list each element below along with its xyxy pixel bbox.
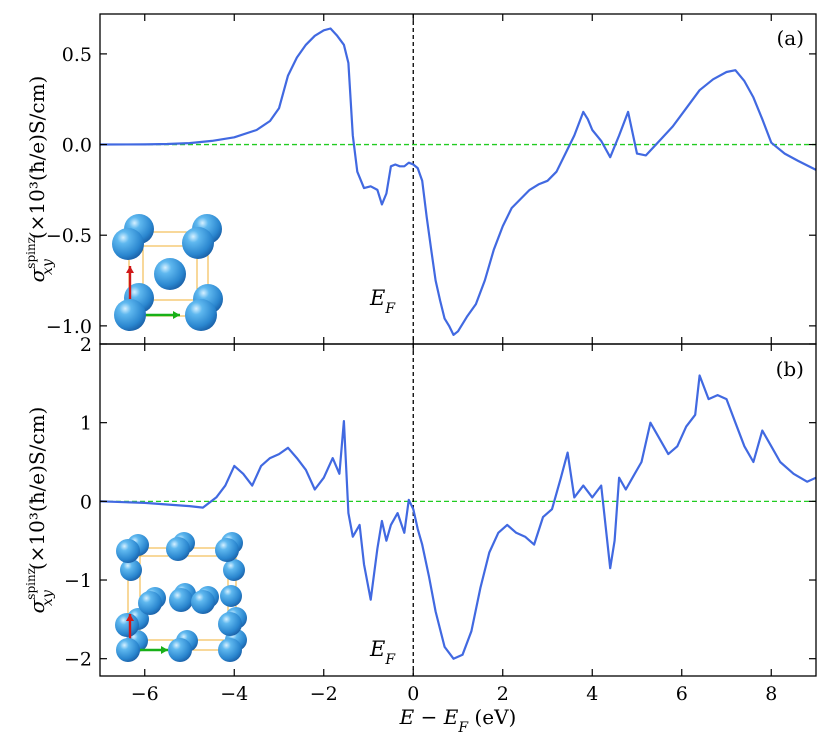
panel-label-a: (a) <box>776 26 804 50</box>
atom <box>220 585 242 607</box>
ylabel-b-sigma: σ <box>25 598 49 613</box>
x-tick-label: −4 <box>220 683 248 705</box>
atom <box>168 638 192 662</box>
fermi-label-b: EF <box>369 637 396 668</box>
panel-a: 0.5 0.0 −0.5 −1.0 (a) EF σspinz xy (×10³(ħ/e)… <box>24 13 817 345</box>
atom <box>182 227 214 259</box>
panel-label-b: (b) <box>776 357 804 381</box>
x-tick-label: 6 <box>676 683 688 705</box>
atom <box>215 538 239 562</box>
y-tick-label-a: 0.0 <box>62 135 92 157</box>
fermi-label-a: EF <box>369 286 396 317</box>
atom <box>223 559 245 581</box>
atom <box>116 638 140 662</box>
y-tick-label-b: 1 <box>80 413 92 435</box>
x-axis-label-unit: (eV) <box>468 705 516 729</box>
ticks-a: 0.5 0.0 −0.5 −1.0 <box>46 14 816 344</box>
x-axis-label-minus: − <box>414 705 443 729</box>
x-axis-label-e: E <box>399 705 415 729</box>
y-tick-label-a: −0.5 <box>46 225 92 247</box>
x-tick-label: 8 <box>765 683 777 705</box>
ticks-b: −6 −4 −2 0 2 4 6 8 2 1 0 −1 −2 <box>64 334 816 705</box>
ylabel-a-sub: xy <box>40 258 56 275</box>
ylabel-a-sigma: σ <box>25 267 49 282</box>
y-tick-label-b: 0 <box>80 491 92 513</box>
ylabel-a-unit: (×10³(ħ/e)S/cm) <box>25 76 49 240</box>
ylabel-a: σspinz xy (×10³(ħ/e)S/cm) <box>24 76 56 283</box>
atom <box>218 612 242 636</box>
fermi-label-b-sub: F <box>384 652 396 668</box>
ylabel-b: σspinz xy (×10³(ħ/e)S/cm) <box>24 407 56 614</box>
x-tick-label: 4 <box>586 683 598 705</box>
panel-b: −6 −4 −2 0 2 4 6 8 2 1 0 −1 −2 (b) EF σspinz xy (×10³(… <box>24 334 817 705</box>
ylabel-b-sub: xy <box>40 589 56 606</box>
cell-axis-arrow-a-head <box>173 311 180 319</box>
ylabel-a-sup: spinz <box>24 237 38 269</box>
cell-axis-arrow-c-head <box>126 266 134 273</box>
series-line-b <box>100 374 816 660</box>
atom <box>185 299 217 331</box>
atom <box>154 258 186 290</box>
y-tick-label-b: 2 <box>80 334 92 356</box>
x-tick-label: −6 <box>131 683 159 705</box>
atom <box>169 588 193 612</box>
x-tick-label: 2 <box>497 683 509 705</box>
atom <box>116 539 140 563</box>
x-axis-label: E − EF (eV) <box>399 705 517 736</box>
x-axis-label-e2: E <box>443 705 459 729</box>
atom <box>138 591 162 615</box>
ylabel-b-unit: (×10³(ħ/e)S/cm) <box>25 407 49 571</box>
fermi-label-a-sub: F <box>384 301 396 317</box>
atom <box>191 590 215 614</box>
atom <box>166 537 190 561</box>
fermi-label-a-main: E <box>369 286 385 310</box>
y-tick-label-b: −1 <box>64 570 92 592</box>
x-axis-label-sub: F <box>457 720 469 736</box>
plot-frame-b <box>99 343 817 677</box>
atom <box>218 638 242 662</box>
x-tick-label: 0 <box>407 683 419 705</box>
cell-axis-arrow-c-head <box>126 614 134 621</box>
atom <box>115 613 139 637</box>
x-tick-label: −2 <box>310 683 338 705</box>
atom <box>120 559 142 581</box>
cell-axis-arrow-a-head <box>161 646 168 654</box>
ylabel-b-sup: spinz <box>24 568 38 600</box>
y-tick-label-b: −2 <box>64 649 92 671</box>
atom <box>114 299 146 331</box>
crystal-inset-a <box>112 214 223 331</box>
crystal-inset-b <box>115 532 247 662</box>
series-line-a <box>100 27 816 336</box>
y-tick-label-a: 0.5 <box>62 44 92 66</box>
y-tick-label-a: −1.0 <box>46 316 92 338</box>
atom <box>112 228 144 260</box>
fermi-label-b-main: E <box>369 637 385 661</box>
